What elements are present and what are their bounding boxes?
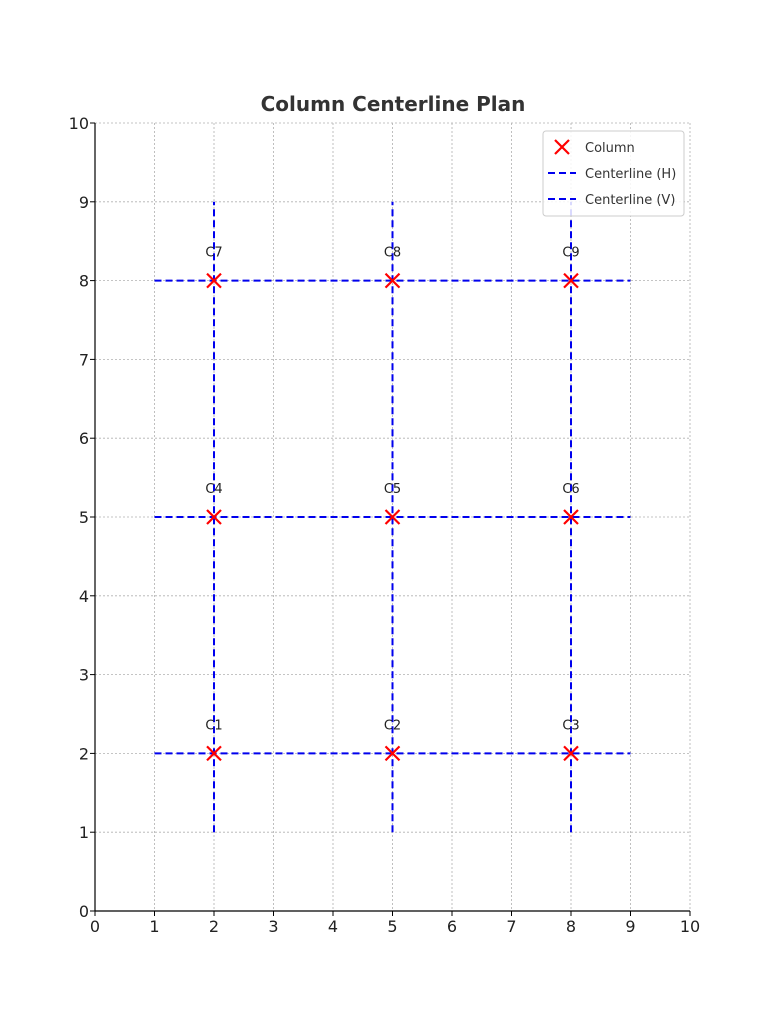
x-tick-label-8: 8 <box>566 917 576 936</box>
column-marker-c6 <box>563 509 579 525</box>
y-tick-label-0: 0 <box>79 902 89 921</box>
column-marker-c3 <box>563 745 579 762</box>
column-marker-c4 <box>206 509 222 525</box>
legend-item-centerline-v: Centerline (V) <box>548 193 675 208</box>
column-labels: C1 C2 C3 C4 C5 C6 C7 C8 C9 <box>205 246 579 734</box>
column-marker-c7 <box>206 272 222 289</box>
column-label-c9: C9 <box>562 246 579 261</box>
column-marker-c8 <box>384 272 401 289</box>
y-tick-label-10: 10 <box>69 114 89 133</box>
legend-label-centerline-v: Centerline (V) <box>585 193 675 208</box>
legend-label-centerline-h: Centerline (H) <box>585 167 676 182</box>
y-tick-label-1: 1 <box>79 823 89 842</box>
x-tick-label-2: 2 <box>209 917 219 936</box>
column-markers <box>206 272 579 762</box>
x-axis-ticks: 0 1 2 3 4 5 6 7 8 9 10 <box>90 911 700 936</box>
column-marker-c1 <box>206 745 222 762</box>
column-label-c5: C5 <box>384 482 401 497</box>
y-tick-label-9: 9 <box>79 193 89 212</box>
y-axis-ticks: 0 1 2 3 4 5 6 7 8 9 10 <box>69 114 95 921</box>
chart-title: Column Centerline Plan <box>261 92 526 116</box>
column-marker-c2 <box>384 745 401 762</box>
x-tick-label-10: 10 <box>680 917 700 936</box>
column-marker-c9 <box>563 272 579 289</box>
y-tick-label-2: 2 <box>79 744 89 763</box>
legend-item-centerline-h: Centerline (H) <box>548 167 676 182</box>
x-tick-label-1: 1 <box>149 917 159 936</box>
column-marker-c5 <box>384 509 401 525</box>
column-label-c6: C6 <box>562 482 579 497</box>
column-label-c4: C4 <box>205 482 222 497</box>
column-label-c2: C2 <box>384 718 401 733</box>
x-tick-label-9: 9 <box>625 917 635 936</box>
column-label-c3: C3 <box>562 718 579 733</box>
x-tick-label-7: 7 <box>506 917 516 936</box>
y-tick-label-4: 4 <box>79 587 89 606</box>
column-label-c7: C7 <box>205 246 222 261</box>
y-tick-label-7: 7 <box>79 350 89 369</box>
vertical-centerlines <box>213 201 572 833</box>
y-tick-label-8: 8 <box>79 272 89 291</box>
legend-item-column: Column <box>554 139 635 156</box>
y-tick-label-6: 6 <box>79 429 89 448</box>
x-tick-label-5: 5 <box>387 917 397 936</box>
legend-marker-column <box>554 139 570 155</box>
column-label-c8: C8 <box>384 246 401 261</box>
x-tick-label-6: 6 <box>447 917 457 936</box>
legend: Column Centerline (H) Centerline (V) <box>542 130 685 217</box>
x-tick-label-0: 0 <box>90 917 100 936</box>
y-tick-label-5: 5 <box>79 508 89 527</box>
x-tick-label-3: 3 <box>268 917 278 936</box>
column-label-c1: C1 <box>205 718 222 733</box>
legend-label-column: Column <box>585 141 635 156</box>
legend-box <box>542 130 685 217</box>
y-tick-label-3: 3 <box>79 666 89 685</box>
x-tick-label-4: 4 <box>328 917 338 936</box>
